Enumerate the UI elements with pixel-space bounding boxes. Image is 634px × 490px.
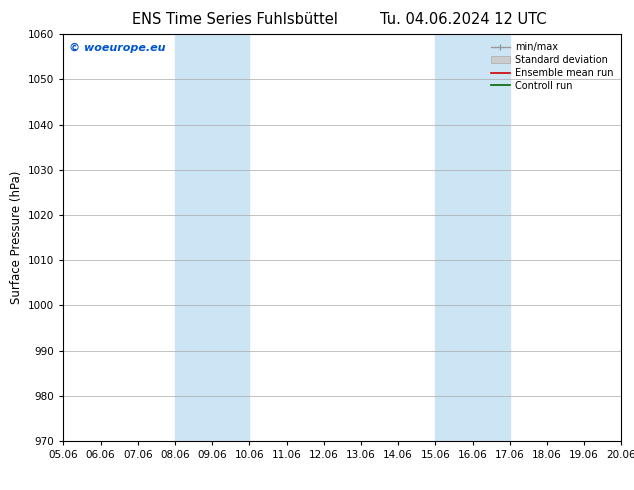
Text: ENS Time Series Fuhlsbüttel: ENS Time Series Fuhlsbüttel xyxy=(132,12,337,27)
Bar xyxy=(175,34,249,441)
Text: Tu. 04.06.2024 12 UTC: Tu. 04.06.2024 12 UTC xyxy=(380,12,546,27)
Bar xyxy=(436,34,510,441)
Text: © woeurope.eu: © woeurope.eu xyxy=(69,43,165,52)
Legend: min/max, Standard deviation, Ensemble mean run, Controll run: min/max, Standard deviation, Ensemble me… xyxy=(488,39,616,94)
Y-axis label: Surface Pressure (hPa): Surface Pressure (hPa) xyxy=(10,171,23,304)
